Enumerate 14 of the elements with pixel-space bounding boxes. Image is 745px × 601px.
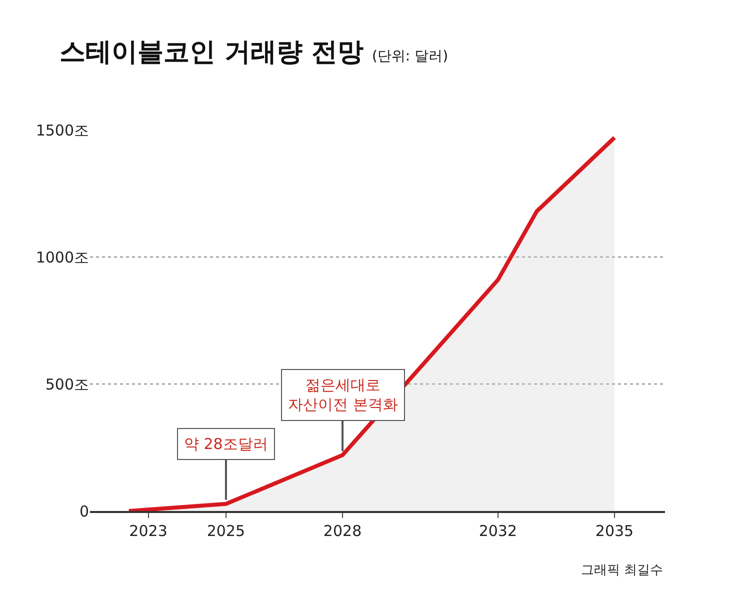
y-tick-label: 1000조 [36,248,89,266]
x-tick-label: 2025 [206,522,246,540]
x-tick-label: 2028 [323,522,362,540]
y-tick-label: 1500조 [36,121,89,140]
text: 그래픽 최길수 [581,563,664,578]
chart-subtitle: (단위: 달러) [372,48,448,64]
x-tick-label: 2023 [129,522,168,540]
y-tick-label: 0 [79,502,89,520]
chart-title: 스테이블코인 거래량 전망 [60,37,364,68]
annotation: 약 28조달러 [184,435,268,453]
x-tick-label: 2032 [478,522,518,540]
y-tick-label: 500조 [45,375,89,394]
x-tick-label: 2035 [595,522,634,540]
annotation: 젊은세대로 자산이전 본격화 [288,376,398,414]
